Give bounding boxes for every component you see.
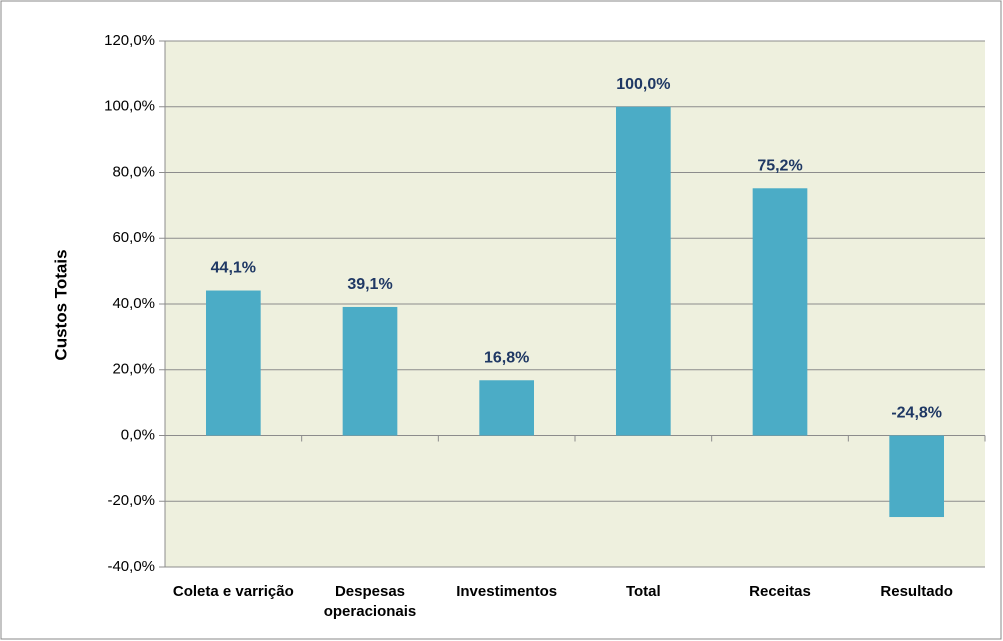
bar xyxy=(616,106,671,436)
bar xyxy=(206,290,261,436)
y-tick-label: 80,0% xyxy=(112,163,155,180)
y-tick-label: 0,0% xyxy=(121,426,155,443)
data-label: 100,0% xyxy=(616,76,670,93)
bar xyxy=(752,188,808,436)
x-tick-label: Total xyxy=(625,583,661,600)
y-tick-label: -40,0% xyxy=(107,558,155,575)
bar xyxy=(479,380,534,436)
data-label: -24,8% xyxy=(891,405,942,422)
x-tick-label: Receitas xyxy=(749,583,811,600)
y-tick-label: 60,0% xyxy=(112,229,155,246)
y-tick-label: 20,0% xyxy=(112,361,155,378)
data-label: 75,2% xyxy=(757,157,802,174)
y-tick-label: -20,0% xyxy=(107,492,155,509)
data-label: 39,1% xyxy=(347,276,392,293)
x-tick-label: Investimentos xyxy=(456,583,558,600)
bar xyxy=(889,435,944,518)
y-tick-label: 120,0% xyxy=(104,32,155,49)
y-tick-label: 100,0% xyxy=(104,98,155,115)
data-label: 44,1% xyxy=(211,260,256,277)
y-tick-label: 40,0% xyxy=(112,295,155,312)
x-tick-label: Despesas operacionais xyxy=(323,583,417,620)
bar xyxy=(342,306,398,436)
x-tick-label: Coleta e varrição xyxy=(172,583,294,600)
x-tick-label: Resultado xyxy=(880,583,953,600)
y-axis-label: Custos Totais xyxy=(51,249,70,360)
data-label: 16,8% xyxy=(484,349,529,366)
